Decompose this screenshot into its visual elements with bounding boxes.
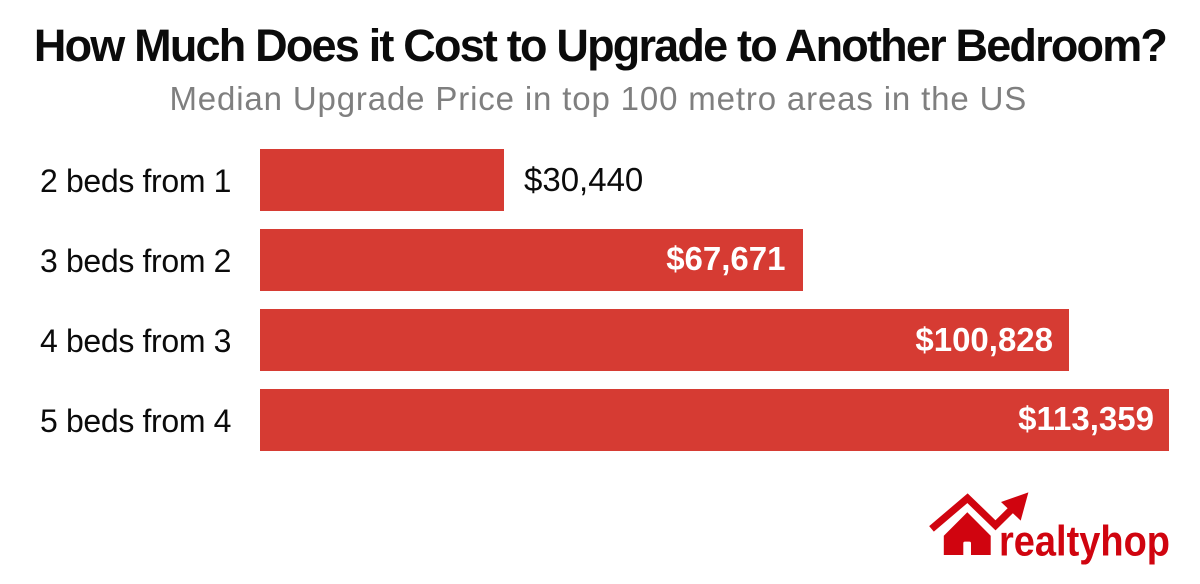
svg-text:realtyhop: realtyhop [999, 518, 1170, 566]
